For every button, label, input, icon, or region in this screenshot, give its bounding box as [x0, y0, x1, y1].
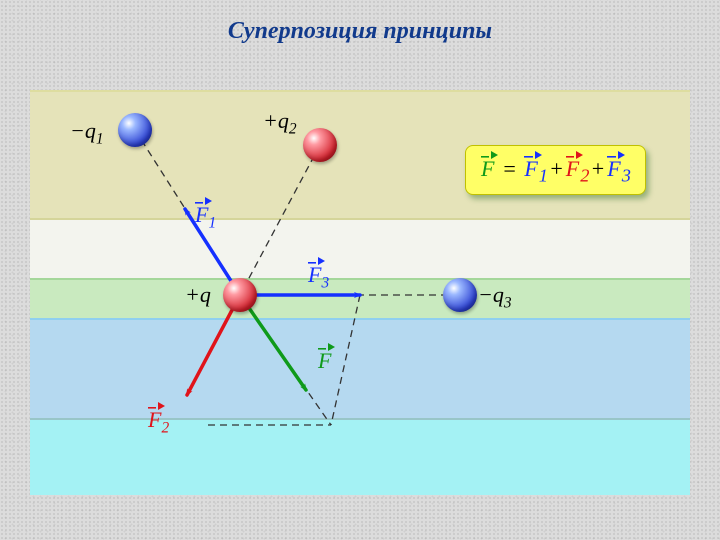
charge-q — [223, 278, 257, 312]
formula-term: F — [481, 154, 494, 182]
diagram-stage: F1 F2 F3 F +q −q1 +q2 −q3 F = F1+F2+F3 — [30, 90, 690, 495]
construction-line — [331, 295, 360, 425]
charge-label-q1: −q1 — [70, 118, 104, 148]
page-title: Суперпозиция принципы — [0, 18, 720, 45]
formula-box: F = F1+F2+F3 — [465, 145, 646, 195]
vector-label-F1: F1 — [195, 200, 216, 232]
vector-F — [240, 295, 306, 390]
formula-term: F — [566, 154, 579, 182]
formula-term: F — [524, 154, 537, 182]
charge-q2 — [303, 128, 337, 162]
vector-label-F2: F2 — [148, 405, 169, 437]
charge-q1 — [118, 113, 152, 147]
vector-label-F3: F3 — [308, 260, 329, 292]
charge-label-q3: −q3 — [478, 282, 512, 312]
charge-q3 — [443, 278, 477, 312]
charge-label-q: +q — [185, 282, 211, 308]
formula-term: F — [607, 154, 620, 182]
vector-label-F: F — [318, 346, 331, 374]
formula-term: = — [496, 156, 522, 181]
formula-term: + — [549, 156, 564, 181]
formula-term: + — [590, 156, 605, 181]
charge-label-q2: +q2 — [263, 108, 297, 138]
